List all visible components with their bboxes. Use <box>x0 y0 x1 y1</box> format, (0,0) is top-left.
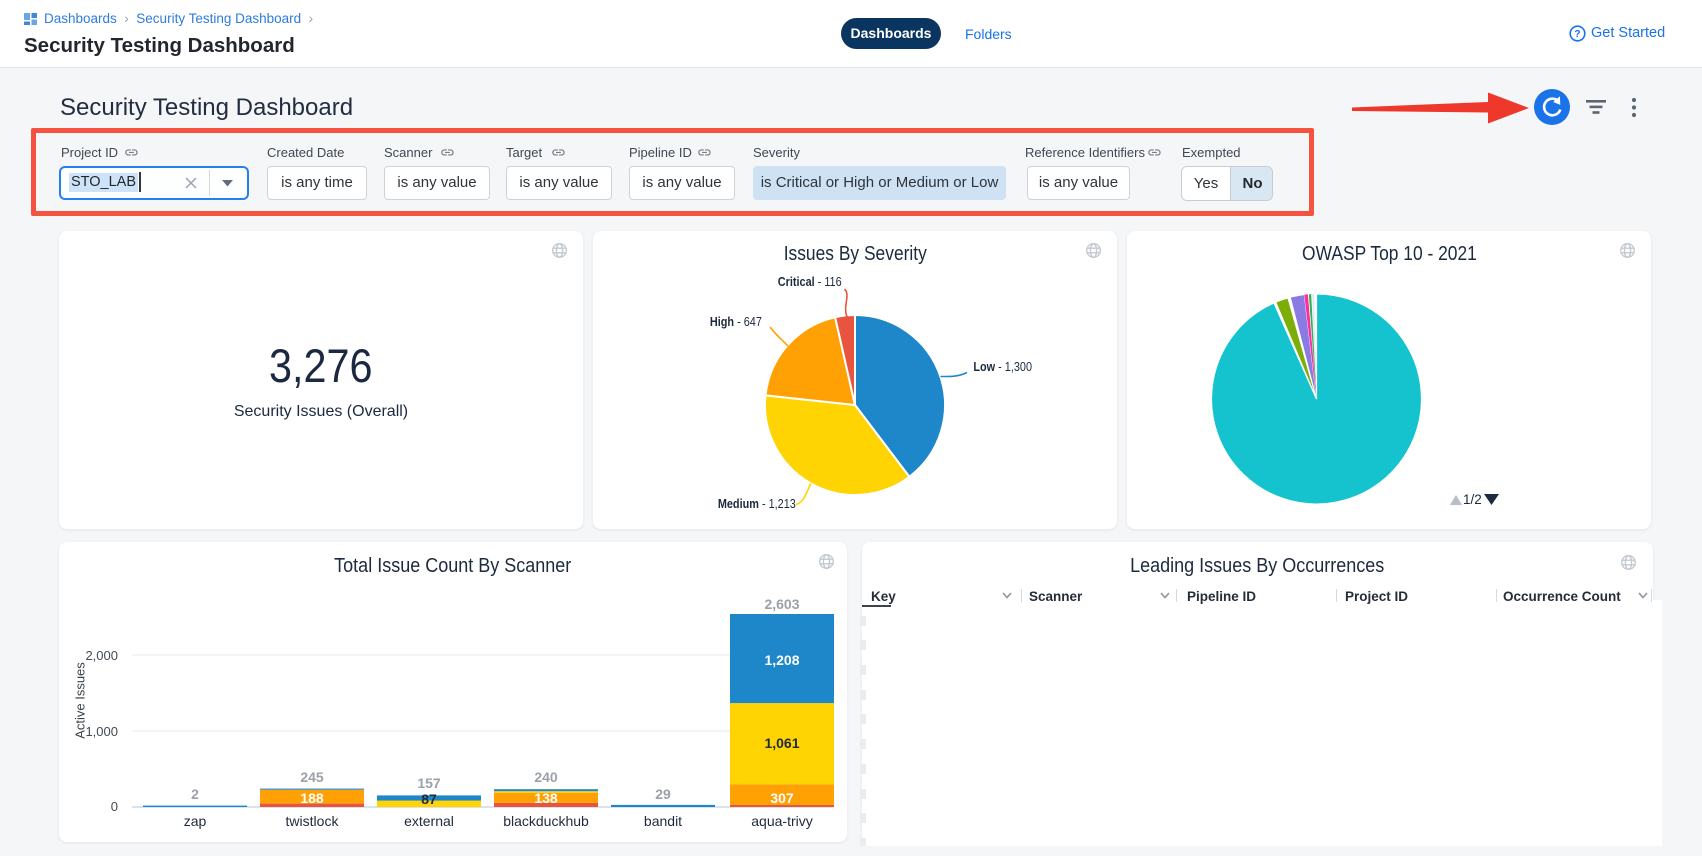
svg-text:?: ? <box>1574 28 1580 40</box>
